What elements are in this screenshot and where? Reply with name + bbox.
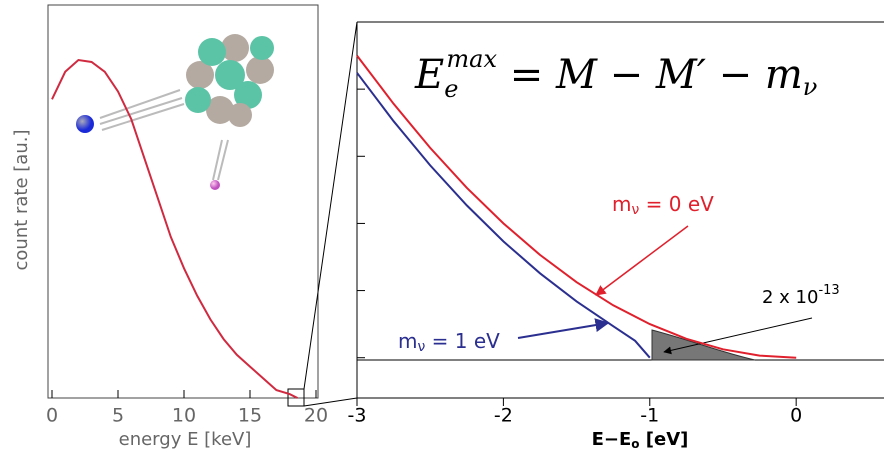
left-frame [48,5,318,398]
annotation: mν = 0 eV [612,192,714,219]
equation: Eemax = M − M′ − mν [414,45,817,103]
label-sub: o [631,437,639,451]
ann-part: m [612,192,631,216]
label-part: [eV] [640,429,689,450]
x-tick-label: 0 [46,405,58,427]
eq-part: E [414,52,444,98]
ann-part: 2 x 10 [762,287,818,308]
y-axis-label: count rate [au.] [11,130,32,271]
label-part: E−E [592,429,632,450]
eq-sup: max [446,45,497,73]
x-tick-label: -2 [494,405,513,427]
curve [52,60,298,398]
x-tick-label: 0 [790,405,802,427]
annotation: mν = 1 eV [398,329,500,356]
ann-sup: -13 [818,283,839,298]
x-tick-label: -3 [348,405,367,427]
x-tick-label: 15 [238,405,262,427]
eq-sub: e [444,75,458,103]
ann-part: m [398,329,417,353]
x-tick-label: 5 [112,405,124,427]
curve [357,73,650,358]
zoom-connector [304,22,357,389]
x-tick-label: 10 [172,405,196,427]
curve [357,56,796,358]
ann-sub: ν [417,339,425,355]
arrow [596,226,688,295]
nucleus-illustration [76,34,274,190]
figure: energy E [keV] count rate [au.] E−Eo [eV… [0,0,884,456]
x-axis-label: E−Eo [eV] [592,429,689,451]
eq-part: = M − M′ − m [497,52,803,98]
ann-sub: ν [631,202,639,218]
eq-sub: ν [803,73,818,101]
x-tick-label: -1 [640,405,659,427]
x-tick-label: 20 [304,405,328,427]
ann-part: = 1 eV [425,329,500,353]
annotation: 2 x 10-13 [762,283,840,309]
arrow [664,318,812,352]
ann-part: = 0 eV [639,192,714,216]
arrow [518,323,608,338]
x-axis-label: energy E [keV] [119,429,252,450]
